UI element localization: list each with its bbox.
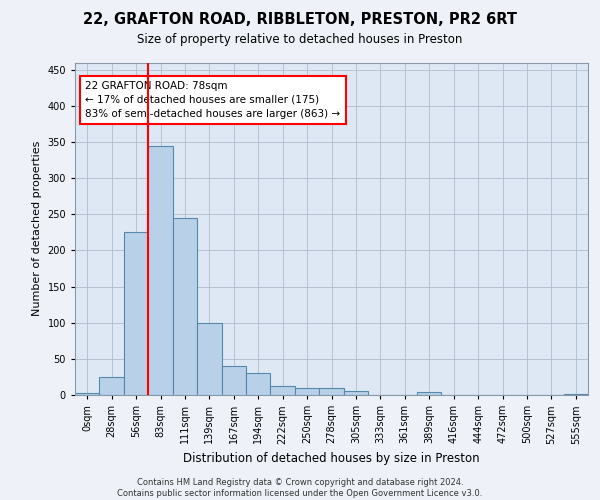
Bar: [100, 377, 124, 395]
Bar: [124, 232, 148, 395]
Bar: [563, 394, 588, 395]
Text: Size of property relative to detached houses in Preston: Size of property relative to detached ho…: [137, 32, 463, 46]
Bar: [295, 388, 319, 395]
X-axis label: Distribution of detached houses by size in Preston: Distribution of detached houses by size …: [183, 452, 480, 465]
Y-axis label: Number of detached properties: Number of detached properties: [32, 141, 42, 316]
Bar: [417, 392, 442, 395]
Bar: [221, 366, 246, 395]
Bar: [246, 374, 271, 395]
Text: 22, GRAFTON ROAD, RIBBLETON, PRESTON, PR2 6RT: 22, GRAFTON ROAD, RIBBLETON, PRESTON, PR…: [83, 12, 517, 28]
Bar: [173, 218, 197, 395]
Text: 22 GRAFTON ROAD: 78sqm
← 17% of detached houses are smaller (175)
83% of semi-de: 22 GRAFTON ROAD: 78sqm ← 17% of detached…: [85, 81, 340, 119]
Bar: [344, 392, 368, 395]
Bar: [271, 386, 295, 395]
Bar: [197, 322, 221, 395]
Text: Contains HM Land Registry data © Crown copyright and database right 2024.
Contai: Contains HM Land Registry data © Crown c…: [118, 478, 482, 498]
Bar: [319, 388, 344, 395]
Bar: [148, 146, 173, 395]
Bar: [75, 393, 100, 395]
